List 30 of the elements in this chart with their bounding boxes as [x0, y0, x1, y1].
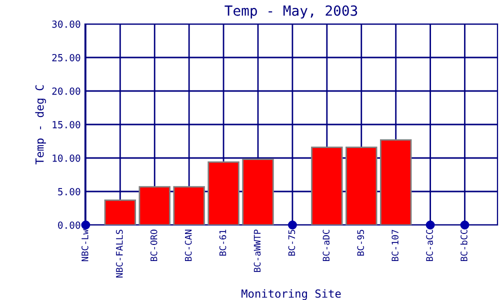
- y-tick-label: 20.00: [52, 88, 80, 95]
- x-tick-label: BC-107: [392, 230, 398, 262]
- x-tick-label: BC-ORO: [150, 230, 158, 262]
- x-axis-title: Monitoring Site: [242, 289, 341, 300]
- y-axis-title: Temp - deg C: [35, 85, 46, 164]
- x-tick-label: NBC-Lw: [82, 229, 88, 262]
- x-tick-label: BC-95: [357, 230, 364, 256]
- bar: [173, 186, 205, 225]
- y-tick-label: 15.00: [52, 121, 80, 128]
- bar: [208, 161, 240, 225]
- y-tick-label: 0.00: [58, 222, 80, 229]
- bar: [242, 158, 274, 225]
- y-tick-label: 10.00: [52, 154, 80, 162]
- y-tick-label: 30.00: [52, 20, 80, 28]
- x-tick-label: BC-61: [219, 230, 226, 256]
- x-tick-label: BC-CAN: [184, 230, 192, 262]
- bar: [104, 200, 136, 225]
- bar: [311, 146, 343, 225]
- y-tick-label: 5.00: [58, 188, 80, 196]
- x-tick-label: BC-aDC: [322, 230, 330, 262]
- chart-title: Temp - May, 2003: [224, 5, 358, 19]
- bar: [138, 186, 170, 225]
- x-tick-label: BC-bCC: [460, 230, 468, 262]
- y-tick-label: 25.00: [52, 54, 80, 62]
- x-tick-label: NBC-FALLS: [116, 230, 123, 278]
- bar: [346, 146, 378, 225]
- bar: [380, 139, 412, 225]
- x-tick-label: BC-aCC: [426, 230, 433, 262]
- x-tick-label: BC-75: [288, 230, 296, 256]
- x-tick-label: BC-aWWTP: [254, 230, 261, 272]
